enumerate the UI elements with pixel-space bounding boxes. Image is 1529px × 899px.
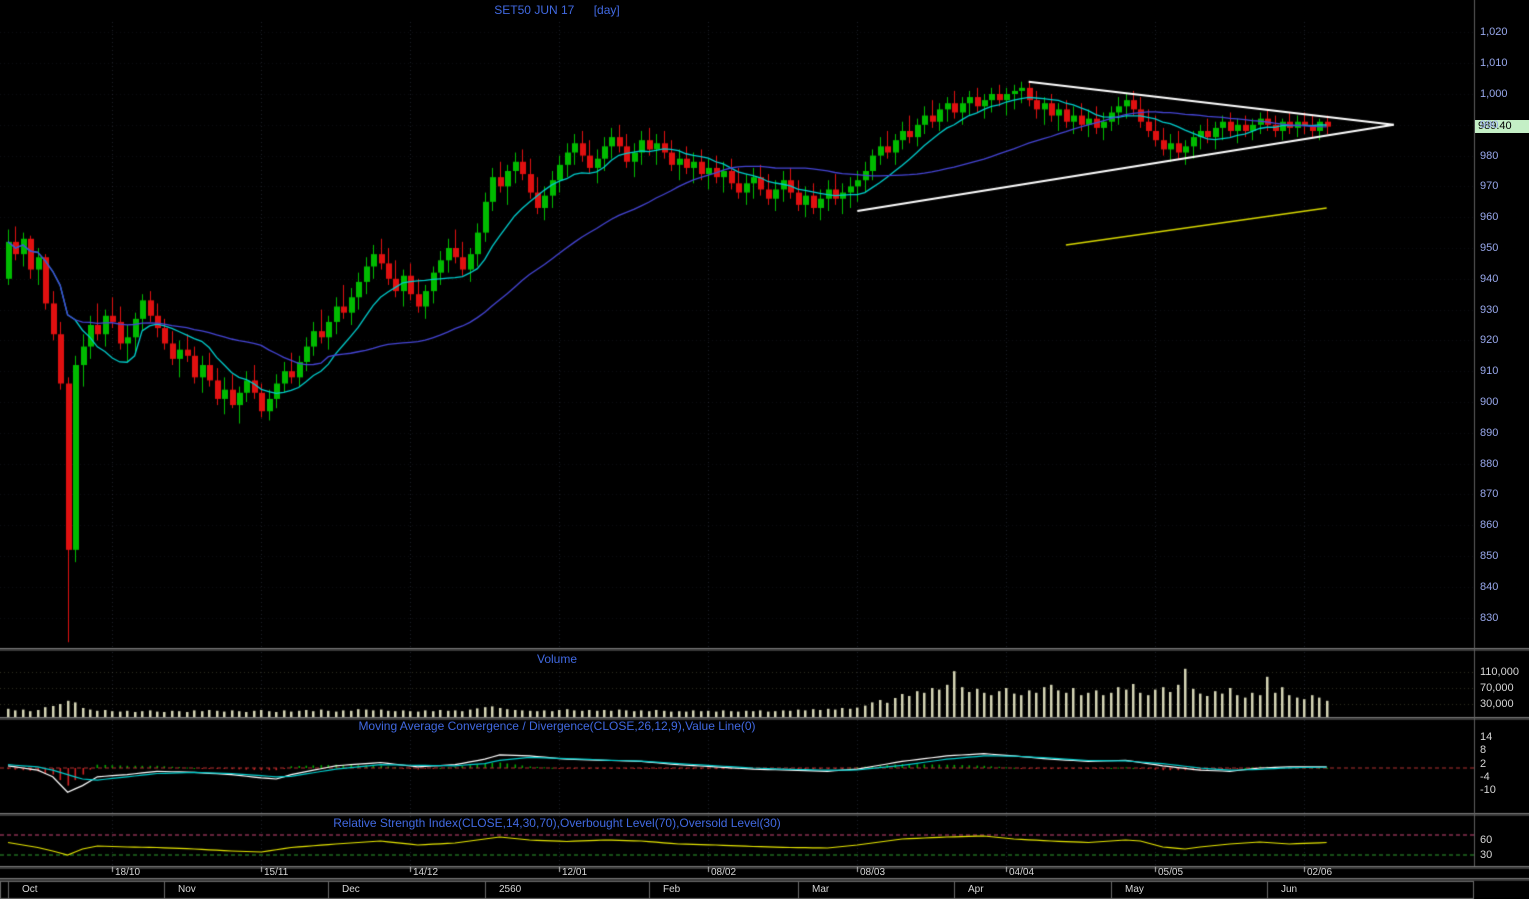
symbol-label: SET50 JUN 17 [494, 3, 575, 17]
timeframe-label: [day] [593, 3, 620, 17]
chart-title: SET50 JUN 17 [day] [0, 3, 1114, 17]
macd-panel-title: Moving Average Convergence / Divergence(… [358, 719, 756, 733]
price-axis[interactable] [1474, 0, 1529, 866]
last-price-tag: 989.40 [1475, 120, 1529, 133]
rsi-panel-title: Relative Strength Index(CLOSE,14,30,70),… [333, 816, 781, 830]
volume-panel-title: Volume [536, 652, 578, 666]
time-axis[interactable] [0, 866, 1474, 899]
